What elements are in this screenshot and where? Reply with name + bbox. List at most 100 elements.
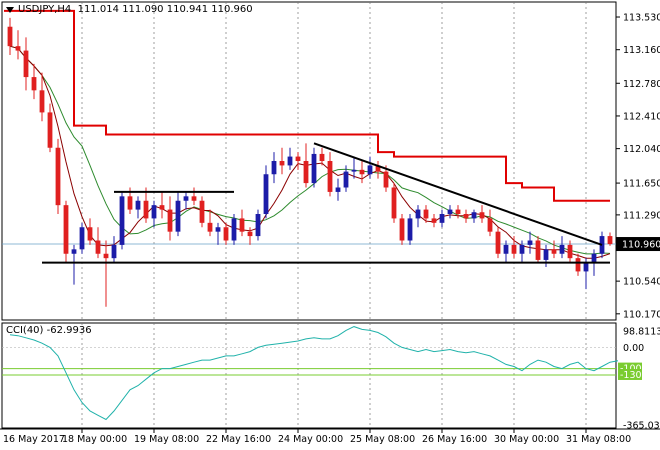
chart-header: USDJPY,H4 111.014 111.090 110.941 110.96… — [18, 4, 253, 15]
time-axis-label: 26 May 16:00 — [422, 434, 487, 445]
price-tick-label: 111.650 — [623, 179, 660, 190]
bear-candle — [327, 161, 333, 192]
bear-candle — [463, 214, 469, 219]
bear-candle — [223, 227, 229, 241]
cci-level-box — [618, 368, 642, 380]
bear-candle — [495, 231, 501, 254]
bear-candle — [479, 212, 485, 219]
bull-candle — [183, 196, 189, 201]
bear-candle — [535, 240, 541, 260]
downtrend-line — [313, 142, 603, 246]
cci-label: CCI(40) -62.9936 — [6, 325, 92, 336]
time-axis-label: 18 May 00:00 — [62, 434, 127, 445]
bear-candle — [319, 153, 325, 161]
moving-average-fast — [9, 45, 611, 259]
bear-candle — [375, 165, 381, 172]
bull-candle — [503, 244, 509, 254]
price-tick-label: 112.410 — [623, 111, 660, 122]
bull-candle — [151, 205, 157, 219]
bear-candle — [31, 77, 37, 91]
bear-candle — [167, 209, 173, 232]
bear-candle — [391, 187, 397, 219]
bull-candle — [591, 253, 597, 263]
price-tick-label: 112.040 — [623, 144, 660, 155]
time-axis-label: 24 May 00:00 — [278, 434, 343, 445]
bull-candle — [367, 165, 373, 175]
current-price-box — [616, 237, 660, 252]
bear-candle — [103, 253, 109, 259]
time-axis-label: 31 May 08:00 — [566, 434, 631, 445]
time-axis-label: 16 May 2017 — [3, 434, 65, 445]
bull-candle — [351, 169, 357, 172]
price-tick-label: 113.160 — [623, 45, 660, 56]
bull-candle — [311, 153, 317, 184]
bull-candle — [519, 244, 525, 254]
bear-candle — [159, 205, 165, 210]
bear-candle — [207, 222, 213, 232]
bull-candle — [287, 156, 293, 166]
bull-candle — [263, 174, 269, 214]
bear-candle — [279, 161, 285, 166]
bear-candle — [15, 46, 21, 51]
cci-level-box — [618, 362, 642, 374]
bear-candle — [431, 218, 437, 223]
bull-candle — [335, 187, 341, 192]
price-tick-label: 110.540 — [623, 277, 660, 288]
bear-candle — [95, 240, 101, 254]
bull-candle — [527, 240, 533, 245]
bear-candle — [39, 90, 45, 113]
symbol-dropdown-icon[interactable] — [6, 7, 14, 13]
time-axis-label: 22 May 16:00 — [206, 434, 271, 445]
resistance-step-line — [4, 9, 610, 202]
bear-candle — [247, 231, 253, 237]
ohlc-readout: 111.014 111.090 110.941 110.960 — [77, 4, 253, 15]
bull-candle — [215, 227, 221, 232]
bear-candle — [47, 112, 53, 148]
bull-candle — [231, 218, 237, 241]
bull-candle — [111, 244, 117, 259]
bear-candle — [87, 227, 93, 241]
bull-candle — [471, 212, 477, 219]
bear-candle — [455, 209, 461, 214]
moving-average-slow — [9, 45, 611, 255]
bear-candle — [511, 244, 517, 254]
cci-scale-label: 0.00 — [623, 343, 644, 354]
bull-candle — [407, 218, 413, 241]
bull-candle — [343, 171, 349, 188]
cci-scale-label: -365.0328 — [623, 420, 660, 431]
cci-line — [9, 326, 619, 421]
price-tick-label: 113.530 — [623, 13, 660, 24]
bull-candle — [559, 244, 565, 254]
bull-candle — [175, 200, 181, 232]
bear-candle — [359, 169, 365, 175]
main-plot-frame — [1, 1, 617, 321]
time-axis-label: 19 May 08:00 — [134, 434, 199, 445]
bull-candle — [271, 161, 277, 175]
bear-candle — [55, 147, 61, 206]
bear-candle — [399, 218, 405, 241]
bull-candle — [119, 196, 125, 245]
bear-candle — [239, 218, 245, 232]
bear-candle — [143, 200, 149, 219]
bull-candle — [543, 249, 549, 260]
bear-candle — [127, 196, 133, 210]
bull-candle — [79, 227, 85, 250]
cci-scale-label: -130 — [620, 370, 642, 381]
cci-scale-label: 98.8113 — [623, 327, 660, 338]
price-tick-label: 112.780 — [623, 79, 660, 90]
bear-candle — [295, 156, 301, 161]
time-axis-label: 25 May 08:00 — [350, 434, 415, 445]
bear-candle — [23, 50, 29, 78]
bull-candle — [439, 214, 445, 223]
symbol-label: USDJPY,H4 — [18, 4, 72, 15]
bear-candle — [63, 205, 69, 254]
bear-candle — [607, 236, 613, 245]
bear-candle — [567, 244, 573, 259]
bull-candle — [135, 200, 141, 210]
cci-plot-frame — [1, 322, 617, 429]
price-tick-label: 111.290 — [623, 210, 660, 221]
bear-candle — [191, 196, 197, 201]
bear-candle — [7, 26, 13, 47]
time-axis-label: 30 May 00:00 — [494, 434, 559, 445]
